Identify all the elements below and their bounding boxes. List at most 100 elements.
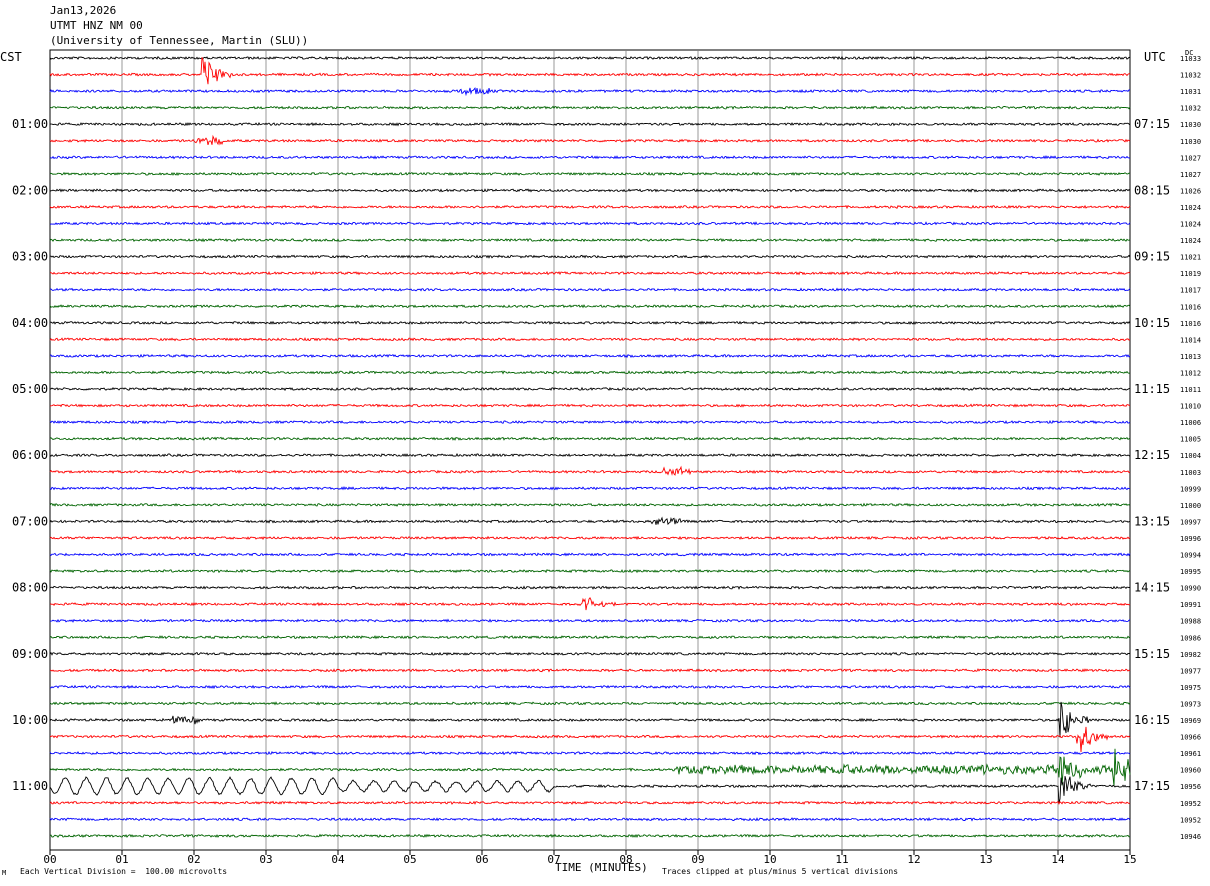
dc-offset-label: 11006: [1180, 419, 1201, 427]
dc-offset-label: 11017: [1180, 287, 1201, 295]
trace-line: [49, 353, 1131, 359]
dc-offset-label: 10961: [1180, 750, 1201, 758]
trace-line: [49, 486, 1130, 491]
dc-offset-label: 11000: [1180, 502, 1201, 510]
trace-line: [49, 668, 1131, 673]
x-tick-label: 06: [475, 853, 488, 866]
trace-line: [49, 535, 1131, 541]
trace-line: [49, 585, 1131, 590]
trace-line: [49, 204, 1131, 210]
left-time-label: 04:00: [12, 316, 48, 330]
plot-frame: [49, 49, 1131, 851]
right-time-label: 16:15: [1134, 713, 1170, 727]
trace-line: [49, 452, 1131, 458]
trace-line: [49, 436, 1131, 441]
dc-offset-label: 11016: [1180, 320, 1201, 328]
trace-line: [49, 57, 1131, 85]
trace-line: [49, 87, 1131, 97]
trace-line: [49, 134, 1131, 146]
right-time-label: 14:15: [1134, 581, 1170, 595]
x-tick-label: 09: [691, 853, 704, 866]
dc-offset-label: 10956: [1180, 783, 1201, 791]
left-time-label: 01:00: [12, 117, 48, 131]
trace-line: [49, 701, 1131, 738]
trace-line: [49, 254, 1131, 259]
trace-line: [49, 171, 1131, 176]
trace-line: [49, 237, 1131, 243]
left-time-label: 02:00: [12, 183, 48, 197]
left-timezone-label: CST: [0, 50, 22, 64]
right-time-label: 12:15: [1134, 448, 1170, 462]
x-tick-label: 07: [547, 853, 560, 866]
x-tick-label: 02: [187, 853, 200, 866]
header-institution: (University of Tennessee, Martin (SLU)): [50, 34, 309, 47]
dc-offset-label: 11019: [1180, 270, 1201, 278]
trace-line: [49, 155, 1131, 160]
left-time-label: 07:00: [12, 514, 48, 528]
header-station: UTMT HNZ NM 00: [50, 19, 143, 32]
trace-line: [49, 684, 1131, 690]
trace-line: [49, 105, 1131, 110]
right-time-label: 17:15: [1134, 779, 1170, 793]
dc-offset-label: 11032: [1180, 72, 1201, 80]
x-tick-label: 05: [403, 853, 416, 866]
x-tick-label: 12: [907, 853, 920, 866]
right-timezone-label: UTC: [1144, 50, 1166, 64]
trace-line: [49, 516, 1131, 526]
trace-line: [49, 287, 1131, 292]
dc-offset-label: 10995: [1180, 568, 1201, 576]
x-tick-label: 13: [979, 853, 992, 866]
dc-offset-label: 11021: [1180, 254, 1201, 262]
footer-logo: M: [2, 869, 7, 877]
dc-offset-label: 10996: [1180, 535, 1201, 543]
right-time-label: 11:15: [1134, 382, 1170, 396]
dc-offset-label: 11013: [1180, 353, 1201, 361]
dc-offset-label: 11031: [1180, 88, 1201, 96]
xaxis-label: TIME (MINUTES): [555, 861, 648, 874]
x-tick-label: 01: [115, 853, 128, 866]
dc-offset-label: 10975: [1180, 684, 1201, 692]
dc-offset-label: 11027: [1180, 171, 1201, 179]
dc-offset-label: 10969: [1180, 717, 1201, 725]
trace-line: [49, 55, 1131, 61]
trace-line: [49, 337, 1131, 342]
right-time-label: 13:15: [1134, 514, 1170, 528]
dc-offset-label: 11024: [1180, 204, 1201, 212]
header-date: Jan13,2026: [50, 4, 117, 17]
left-time-label: 10:00: [12, 713, 48, 727]
dc-offset-label: 11033: [1180, 55, 1201, 63]
dc-offset-label: 10982: [1180, 651, 1201, 659]
trace-line: [49, 635, 1131, 640]
trace-line: [50, 726, 1131, 753]
dc-offset-label: 11012: [1180, 369, 1201, 377]
footer-scale-note: Each Vertical Division = 100.00 microvol…: [20, 867, 228, 876]
right-time-label: 08:15: [1134, 183, 1170, 197]
dc-offset-label: 10977: [1180, 667, 1201, 675]
dc-offset-label: 11030: [1180, 138, 1201, 146]
x-tick-label: 08: [619, 853, 632, 866]
trace-line: [49, 569, 1131, 574]
trace-line: [49, 320, 1131, 325]
trace-line: [49, 833, 1130, 839]
dc-offset-label: 11004: [1180, 452, 1201, 460]
trace-line: [49, 618, 1131, 623]
trace-line: [49, 270, 1131, 276]
dc-offset-label: 11005: [1180, 436, 1201, 444]
x-tick-label: 10: [763, 853, 776, 866]
dc-offset-label: 11011: [1180, 386, 1201, 394]
dc-offset-label: 11010: [1180, 403, 1201, 411]
dc-offset-label: 11027: [1180, 154, 1201, 162]
dc-offset-label: 11026: [1180, 187, 1201, 195]
x-tick-label: 00: [43, 853, 56, 866]
trace-line: [49, 800, 1131, 805]
trace-line: [49, 304, 1131, 309]
dc-offset-label: 10952: [1180, 800, 1201, 808]
dc-offset-label: 10960: [1180, 767, 1201, 775]
x-tick-label: 04: [331, 853, 345, 866]
left-time-label: 09:00: [12, 647, 48, 661]
trace-line: [49, 596, 1131, 611]
dc-offset-label: 10973: [1180, 700, 1201, 708]
dc-offset-label: 11032: [1180, 105, 1201, 113]
trace-line: [49, 817, 1131, 822]
